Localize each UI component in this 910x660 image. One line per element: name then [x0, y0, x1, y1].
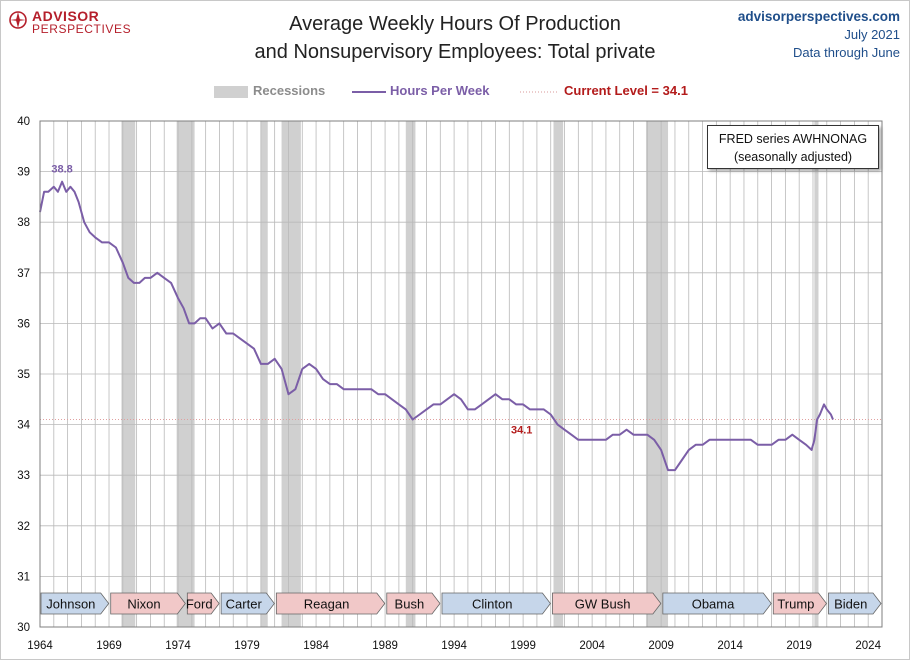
y-tick-label: 33	[17, 470, 30, 482]
president-arrow	[386, 592, 441, 615]
x-tick-label: 2009	[648, 640, 674, 652]
president-label: Trump	[777, 597, 814, 612]
president-arrow	[110, 592, 186, 615]
x-tick-label: 1979	[234, 640, 260, 652]
legend-series: Hours Per Week	[390, 83, 490, 98]
x-tick-label: 1999	[510, 640, 536, 652]
axes: 30 31 32 33 34 35 36 37 38 39 40 1964 1969 1974 1979 19…	[17, 116, 883, 652]
chart-title-line2: and Nonsupervisory Employees: Total priv…	[254, 41, 656, 63]
president-label: Johnson	[46, 597, 95, 612]
president-label: Ford	[186, 597, 213, 612]
president-arrow	[552, 592, 662, 615]
x-tick-label: 1974	[165, 640, 191, 652]
y-tick-label: 37	[17, 268, 30, 280]
legend-recessions: Recessions	[253, 83, 326, 98]
president-bar: Johnson Nixon Ford Carter Reagan Bush Clinton G…	[40, 592, 882, 615]
legend-current-level: Current Level = 34.1	[564, 83, 688, 98]
y-tick-label: 40	[17, 116, 30, 128]
logo-text-top: ADVISOR	[32, 8, 100, 24]
data-label: 38.8	[51, 164, 72, 176]
plot-border	[39, 120, 883, 628]
logo-text-bottom: PERSPECTIVES	[32, 22, 132, 36]
y-tick-label: 39	[17, 167, 30, 179]
annotations: 38.8 34.1	[51, 164, 532, 437]
source-url: advisorperspectives.com	[737, 9, 900, 24]
fred-series-note: (seasonally adjusted)	[733, 150, 853, 164]
x-tick-label: 2014	[717, 640, 743, 652]
president-label: Clinton	[472, 597, 512, 612]
y-tick-label: 31	[17, 571, 30, 583]
president-arrow	[441, 592, 551, 615]
president-arrow	[772, 592, 827, 615]
x-tick-label: 1969	[96, 640, 122, 652]
y-tick-label: 32	[17, 521, 30, 533]
compass-icon	[9, 11, 27, 29]
president-arrow	[828, 592, 882, 615]
president-label: Obama	[692, 597, 735, 612]
x-tick-label: 1964	[27, 640, 53, 652]
x-tick-label: 1984	[303, 640, 329, 652]
y-tick-label: 36	[17, 318, 30, 330]
y-tick-label: 38	[17, 217, 30, 229]
president-label: Reagan	[304, 597, 350, 612]
legend-current-swatch	[520, 91, 558, 93]
legend-series-swatch	[352, 91, 386, 93]
president-label: Nixon	[127, 597, 160, 612]
source-block: advisorperspectives.com July 2021 Data t…	[738, 8, 900, 62]
president-arrow	[186, 592, 220, 615]
data-through: Data through June	[793, 45, 900, 60]
series-group	[39, 180, 834, 472]
president-arrow	[40, 592, 110, 615]
president-arrow	[275, 592, 386, 615]
chart-title-line1: Average Weekly Hours Of Production	[289, 13, 621, 35]
x-tick-label: 2004	[579, 640, 605, 652]
series-line-hours-per-week	[39, 180, 834, 472]
x-tick-label: 1994	[441, 640, 467, 652]
y-tick-label: 35	[17, 369, 30, 381]
president-label: Bush	[395, 597, 425, 612]
y-tick-label: 34	[17, 420, 30, 432]
grid-lines	[39, 120, 883, 628]
data-label: 34.1	[511, 425, 532, 437]
y-tick-label: 30	[17, 622, 30, 634]
president-arrow	[662, 592, 772, 615]
president-label: Biden	[834, 597, 867, 612]
president-label: Carter	[226, 597, 263, 612]
president-arrow	[220, 592, 275, 615]
fred-series-box: FRED series AWHNONAG (seasonally adjuste…	[707, 125, 879, 169]
x-tick-label: 2019	[786, 640, 812, 652]
x-tick-label: 2024	[855, 640, 881, 652]
x-tick-label: 1989	[372, 640, 398, 652]
fred-series-id: FRED series AWHNONAG	[718, 132, 868, 146]
president-label: GW Bush	[575, 597, 631, 612]
publish-date: July 2021	[844, 27, 900, 42]
legend-recession-swatch	[214, 86, 248, 98]
